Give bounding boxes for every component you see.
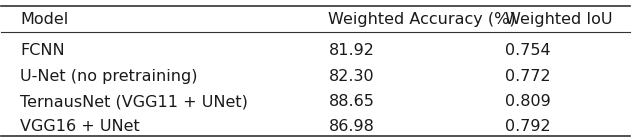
Text: Weighted Accuracy (%): Weighted Accuracy (%) [328,12,516,27]
Text: TernausNet (VGG11 + UNet): TernausNet (VGG11 + UNet) [20,94,248,109]
Text: 0.754: 0.754 [504,43,550,58]
Text: 82.30: 82.30 [328,69,374,84]
Text: VGG16 + UNet: VGG16 + UNet [20,119,140,134]
Text: 0.809: 0.809 [504,94,550,109]
Text: Model: Model [20,12,68,27]
Text: 81.92: 81.92 [328,43,374,58]
Text: Weighted IoU: Weighted IoU [504,12,612,27]
Text: U-Net (no pretraining): U-Net (no pretraining) [20,69,198,84]
Text: 86.98: 86.98 [328,119,374,134]
Text: 0.792: 0.792 [504,119,550,134]
Text: 0.772: 0.772 [504,69,550,84]
Text: 88.65: 88.65 [328,94,374,109]
Text: FCNN: FCNN [20,43,65,58]
